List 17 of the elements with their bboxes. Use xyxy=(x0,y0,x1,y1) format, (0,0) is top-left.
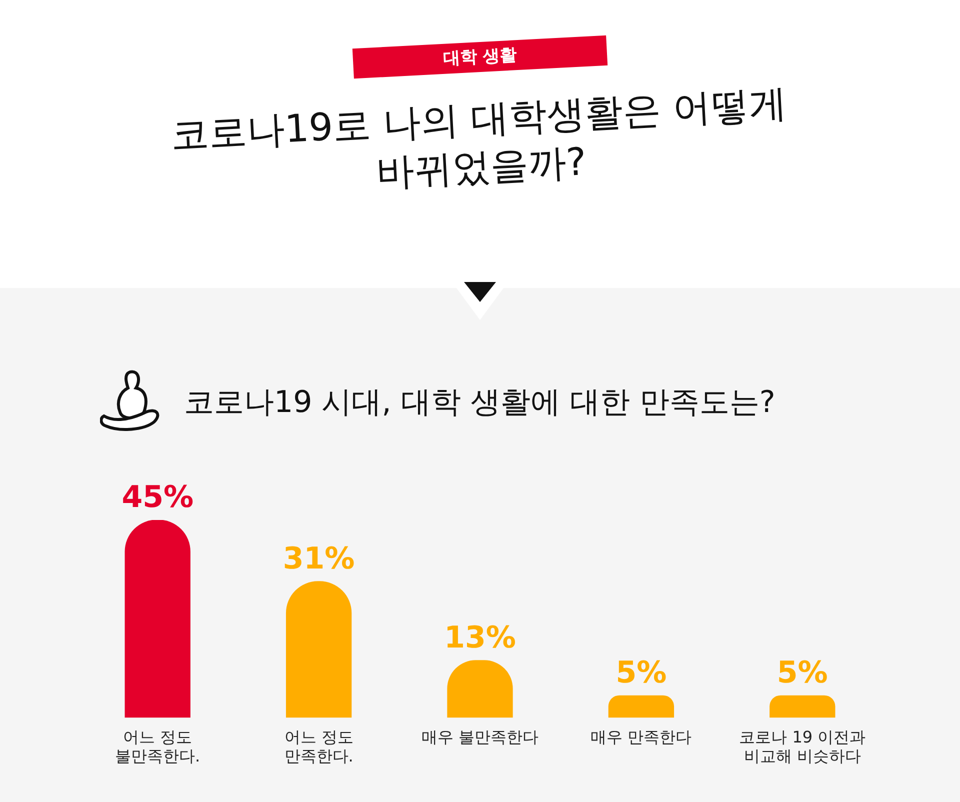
bar xyxy=(286,581,352,718)
x-tick-label: 코로나 19 이전과 비교해 비슷하다 xyxy=(739,727,866,766)
bar xyxy=(770,695,836,718)
x-tick-label: 어느 정도 만족한다. xyxy=(284,727,354,766)
data-label: 5% xyxy=(776,655,828,690)
chart-title: 코로나19로 나의 대학생활은 어떻게 바뀌었을까? xyxy=(168,80,789,196)
chart-subtitle: 코로나19 시대, 대학 생활에 대한 만족도는? xyxy=(184,384,776,422)
x-tick-label: 매우 만족한다 xyxy=(590,727,692,746)
text: 대학 생활 xyxy=(352,35,608,79)
bar xyxy=(124,520,190,718)
data-label: 5% xyxy=(616,655,667,690)
bar xyxy=(608,695,674,718)
data-label: 31% xyxy=(282,541,355,576)
x-tick-label: 어느 정도 불만족한다. xyxy=(115,727,200,766)
data-label: 45% xyxy=(122,480,194,515)
data-label: 13% xyxy=(444,620,516,656)
x-tick-label: 매우 불만족한다 xyxy=(421,727,539,746)
